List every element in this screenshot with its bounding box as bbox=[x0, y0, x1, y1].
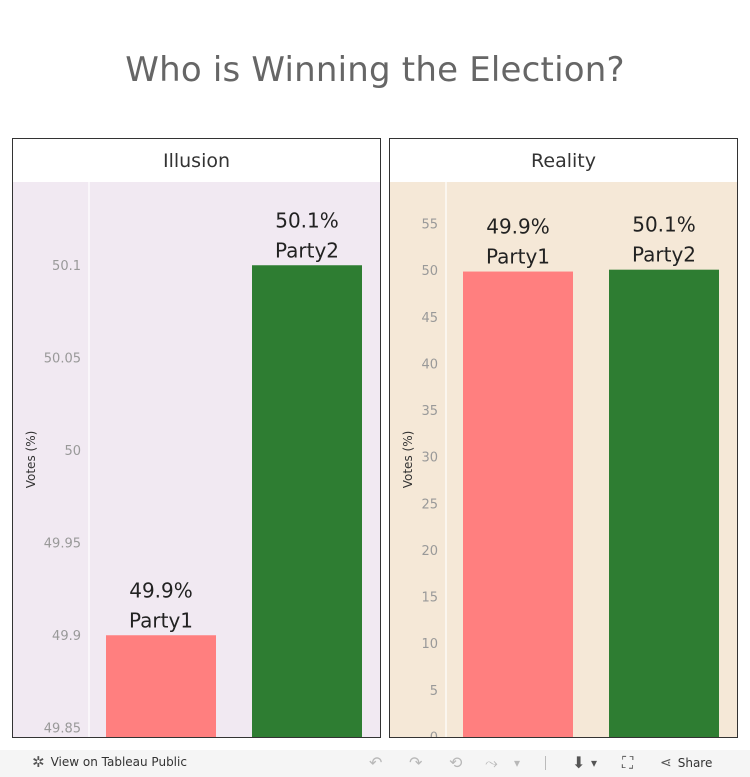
y-tick-label: 50 bbox=[421, 264, 438, 279]
y-tick-label: 45 bbox=[421, 311, 438, 326]
y-axis-title: Votes (%) bbox=[24, 431, 38, 489]
y-tick-label: 49.85 bbox=[44, 721, 81, 736]
share-label: Share bbox=[677, 756, 713, 770]
bar-party1[interactable] bbox=[106, 635, 216, 737]
bar-value-label: 50.1% bbox=[275, 208, 339, 232]
bar-value-label: 49.9% bbox=[486, 215, 550, 239]
y-tick-label: 0 bbox=[430, 731, 438, 738]
bar-value-label: 49.9% bbox=[129, 578, 193, 602]
share-icon: ⋖ bbox=[660, 755, 672, 771]
undo-icon[interactable]: ↶ bbox=[369, 753, 383, 772]
revert-icon[interactable]: ⟲ bbox=[449, 753, 463, 772]
y-tick-label: 50.05 bbox=[44, 351, 81, 366]
refresh-icon[interactable]: ⤳ bbox=[485, 753, 498, 772]
y-tick-label: 50.1 bbox=[52, 259, 81, 274]
reality-chart-panel: Reality Votes (%) 0 5 10 15 20 25 30 35 40 45 50 55 4… bbox=[389, 138, 738, 738]
redo-icon[interactable]: ↷ bbox=[409, 753, 423, 772]
y-tick-label: 25 bbox=[421, 497, 438, 512]
download-dropdown-icon[interactable]: ▾ bbox=[591, 756, 598, 770]
reality-panel-title: Reality bbox=[531, 150, 596, 172]
bar-category-label: Party2 bbox=[632, 243, 696, 267]
bar-party2[interactable] bbox=[252, 265, 362, 737]
y-tick-label: 20 bbox=[421, 544, 438, 559]
y-tick-label: 55 bbox=[421, 217, 438, 232]
illusion-chart-panel: Illusion Votes (%) 49.85 49.9 49.95 50 50.05 5… bbox=[12, 138, 381, 738]
toolbar-divider bbox=[545, 756, 546, 770]
y-axis-title: Votes (%) bbox=[401, 431, 415, 489]
bar-party2[interactable] bbox=[609, 269, 719, 737]
download-icon[interactable]: ⬇ bbox=[572, 753, 586, 772]
refresh-dropdown-icon[interactable]: ▾ bbox=[514, 756, 521, 770]
y-tick-label: 5 bbox=[430, 684, 438, 699]
y-tick-label: 10 bbox=[421, 637, 438, 652]
bar-value-label: 50.1% bbox=[632, 213, 696, 237]
fullscreen-icon[interactable]: ⛶ bbox=[622, 753, 634, 772]
y-tick-label: 15 bbox=[421, 591, 438, 606]
y-tick-label: 49.9 bbox=[52, 629, 81, 644]
view-on-tableau-public-label: View on Tableau Public bbox=[50, 755, 187, 769]
y-tick-label: 40 bbox=[421, 357, 438, 372]
view-on-tableau-public-link[interactable]: ✲ View on Tableau Public bbox=[32, 753, 187, 771]
illusion-panel-title: Illusion bbox=[162, 150, 231, 172]
tableau-toolbar: ✲ View on Tableau Public ↶ ↷ ⟲ ⤳ ▾ ⬇ ▾ ⛶… bbox=[0, 750, 750, 777]
bar-category-label: Party1 bbox=[129, 608, 193, 632]
y-tick-label: 50 bbox=[64, 444, 81, 459]
y-tick-label: 30 bbox=[421, 451, 438, 466]
reality-bar-chart: Votes (%) 0 5 10 15 20 25 30 35 40 45 50 55 49.9% Part… bbox=[390, 182, 737, 737]
bar-party1[interactable] bbox=[463, 271, 573, 737]
bar-category-label: Party1 bbox=[486, 245, 550, 269]
page-title: Who is Winning the Election? bbox=[125, 50, 625, 90]
illusion-bar-chart: Votes (%) 49.85 49.9 49.95 50 50.05 50.1 49.9% P… bbox=[13, 182, 380, 737]
y-tick-label: 35 bbox=[421, 404, 438, 419]
bar-category-label: Party2 bbox=[275, 238, 339, 262]
y-tick-label: 49.95 bbox=[44, 536, 81, 551]
share-button[interactable]: ⋖ Share bbox=[660, 755, 712, 771]
tableau-logo-icon: ✲ bbox=[32, 753, 45, 771]
